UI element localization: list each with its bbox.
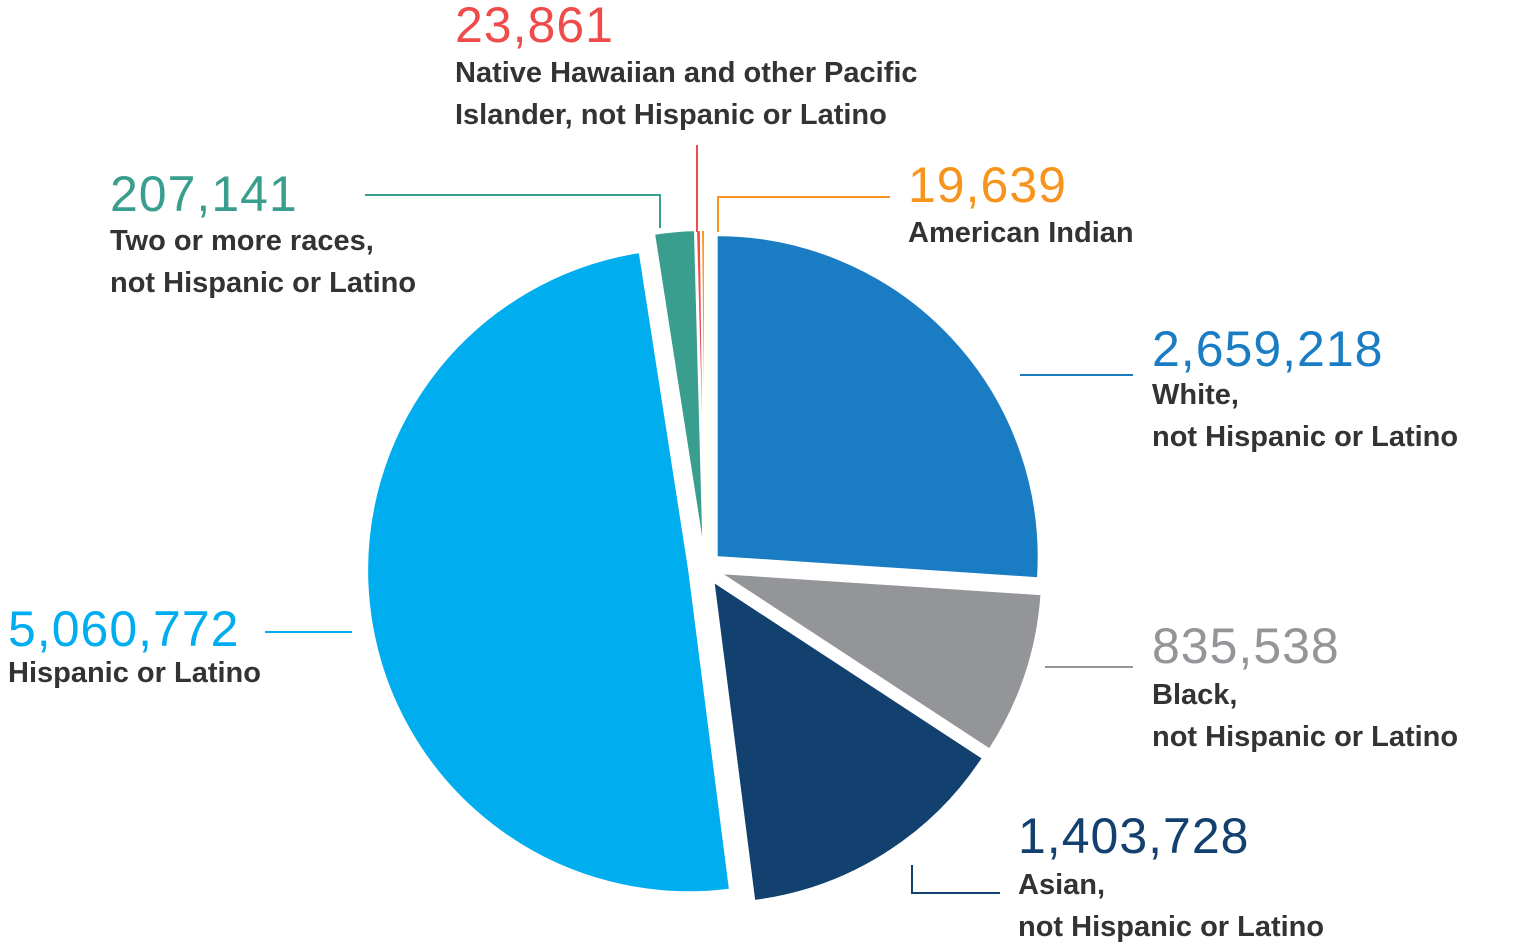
category-label: Asian, not Hispanic or Latino xyxy=(1018,869,1325,943)
pie-slice xyxy=(712,579,985,903)
category-label: Two or more races, not Hispanic or Latin… xyxy=(110,225,417,299)
value-label: 207,141 xyxy=(110,166,298,222)
leader-line xyxy=(911,865,1000,894)
value-label: 19,639 xyxy=(908,157,1067,213)
value-label: 23,861 xyxy=(455,0,614,53)
pie-slice xyxy=(699,228,706,553)
value-label: 835,538 xyxy=(1152,618,1340,674)
value-label: 2,659,218 xyxy=(1152,321,1384,377)
pie-slice xyxy=(652,229,705,553)
category-label: Hispanic or Latino xyxy=(8,657,261,689)
value-label: 1,403,728 xyxy=(1018,808,1250,864)
leader-line xyxy=(717,196,890,232)
category-label: Native Hawaiian and other Pacific Island… xyxy=(455,57,918,131)
pie-slice xyxy=(716,571,1043,751)
pie-slice xyxy=(366,250,732,894)
value-label: 5,060,772 xyxy=(8,601,240,657)
category-label: American Indian xyxy=(908,217,1134,249)
pie-slice xyxy=(715,234,1040,580)
category-label: Black, not Hispanic or Latino xyxy=(1152,679,1459,753)
category-label: White, not Hispanic or Latino xyxy=(1152,379,1459,453)
leader-line xyxy=(365,194,661,228)
